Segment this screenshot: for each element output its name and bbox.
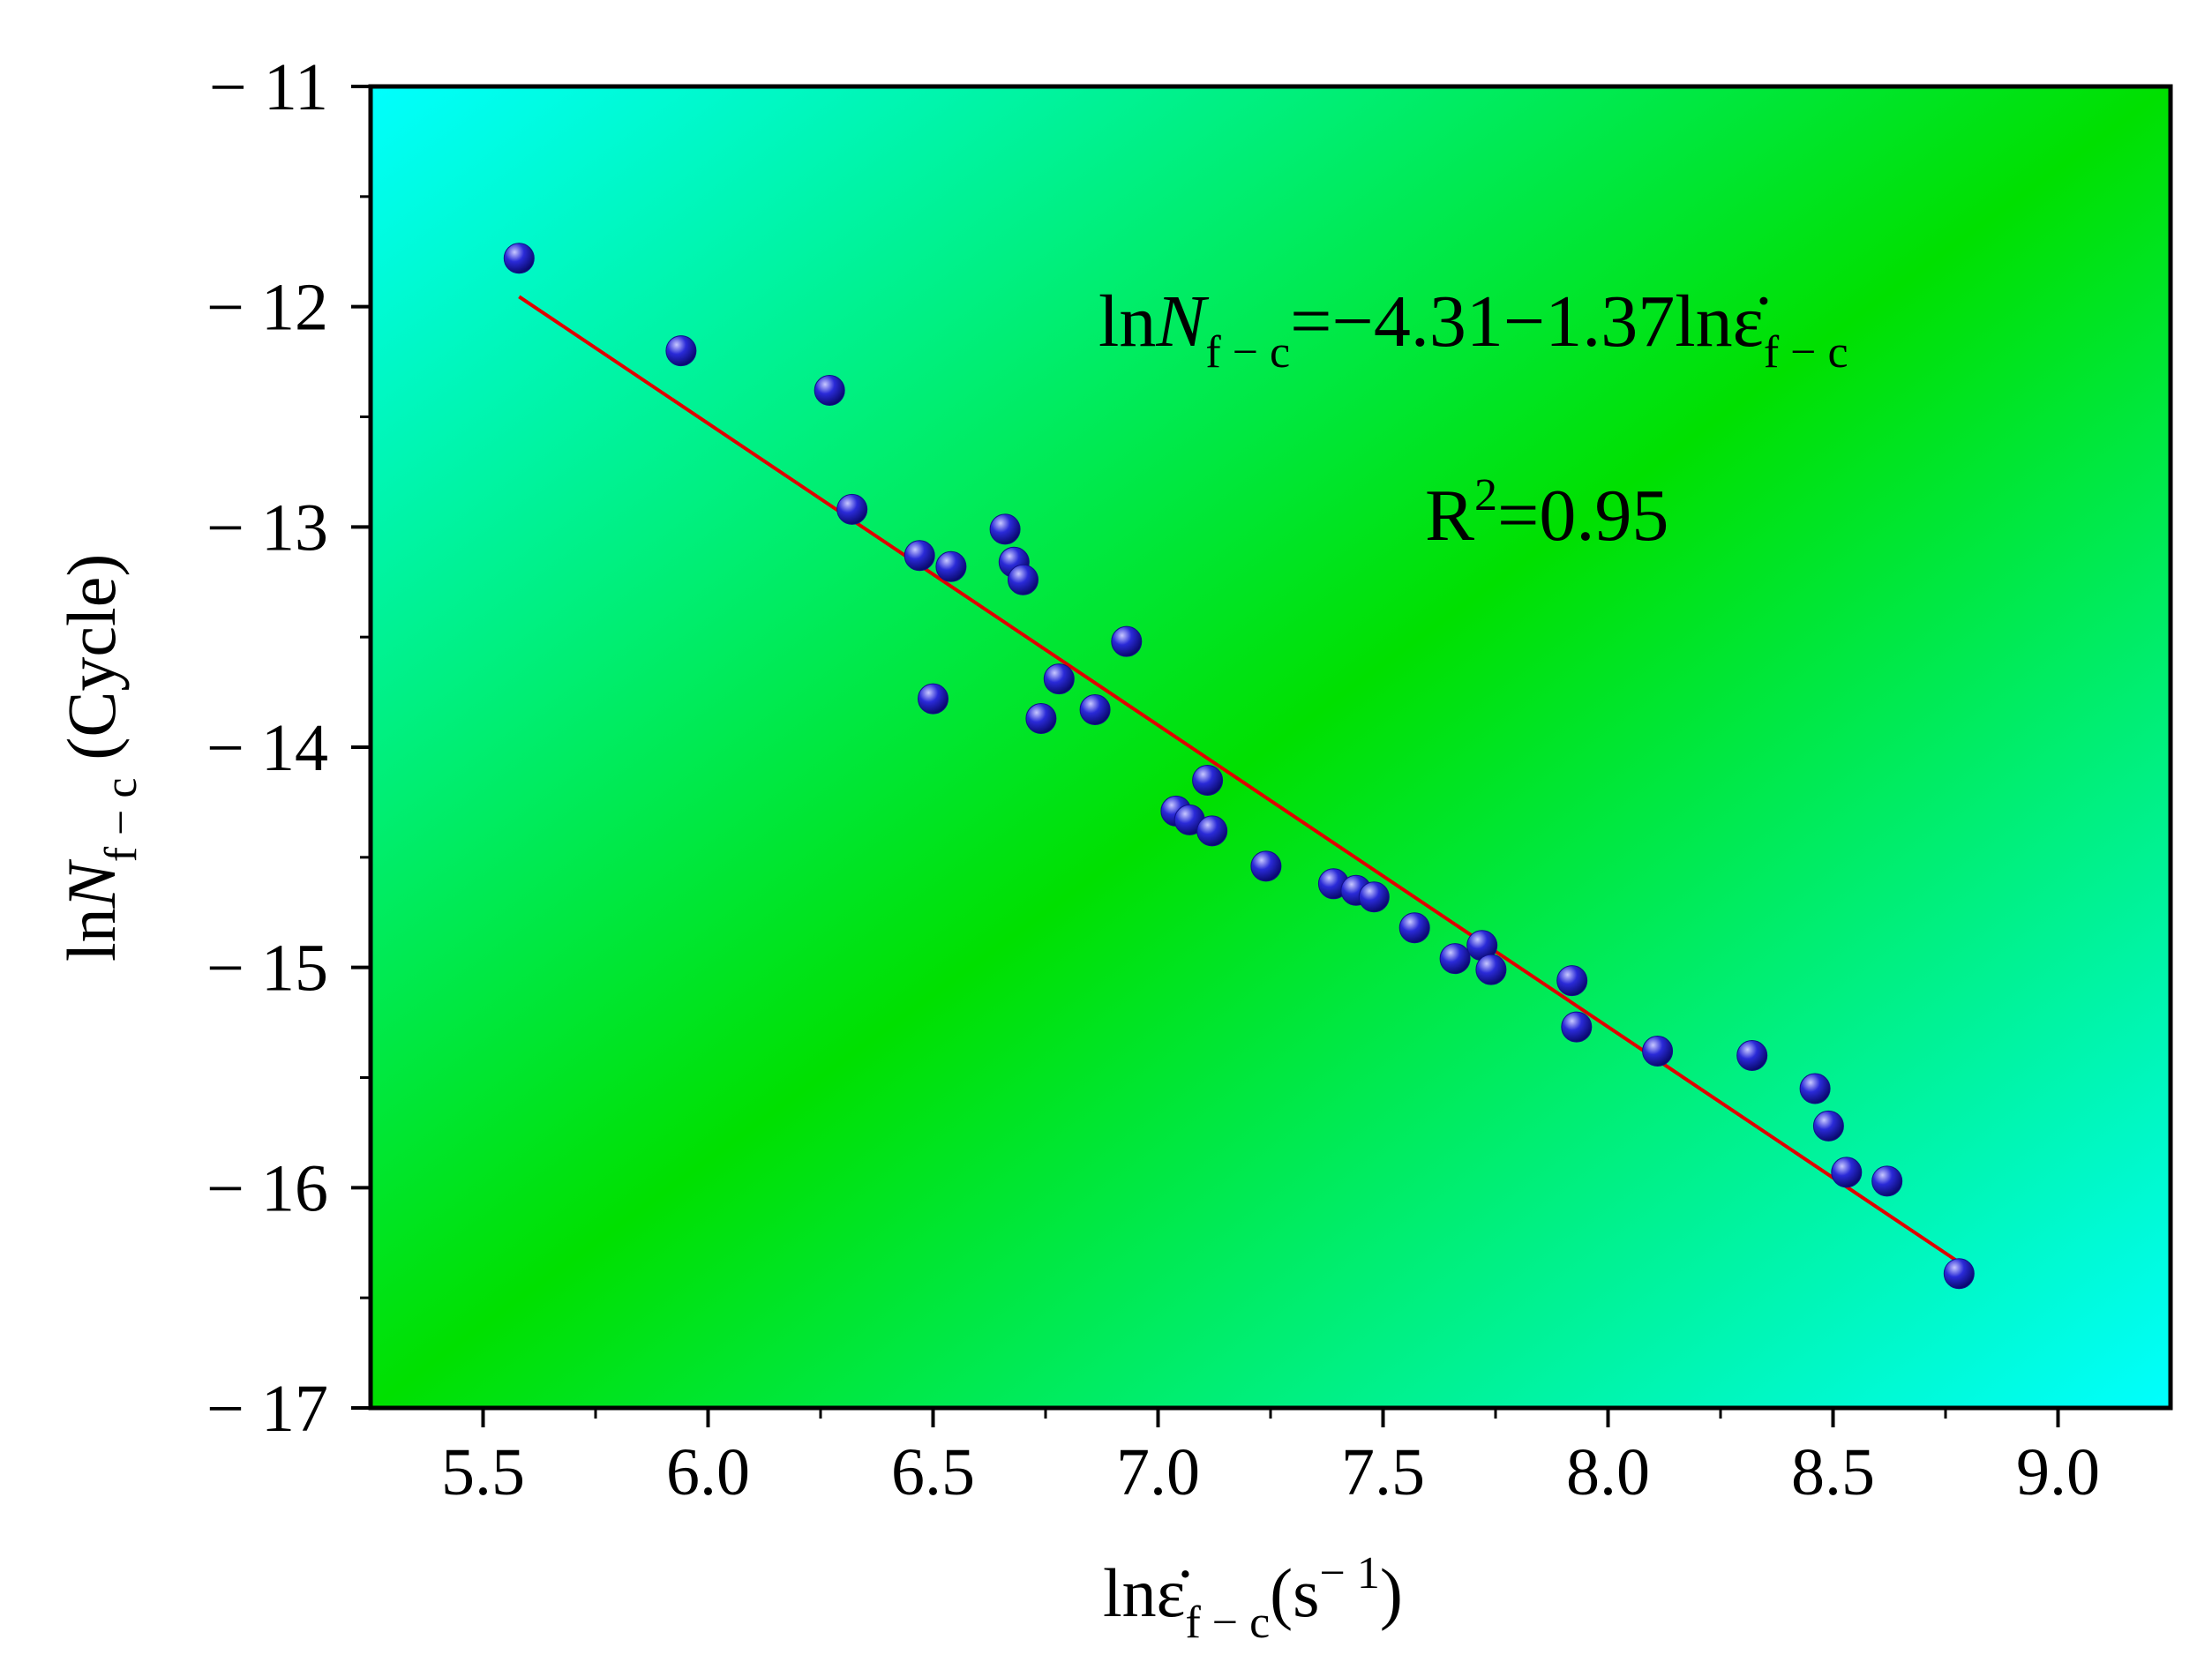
x-tick-label: 6.5 xyxy=(891,1435,975,1509)
x-tick-label: 8.0 xyxy=(1566,1435,1650,1509)
eq-ln: ln xyxy=(1099,281,1156,363)
data-point xyxy=(1736,1040,1768,1072)
eq-var: N xyxy=(1155,281,1209,363)
y-tick-label: − 12 xyxy=(206,271,328,345)
data-point xyxy=(1831,1157,1863,1188)
data-point xyxy=(1398,912,1430,944)
data-point xyxy=(989,513,1021,545)
data-point xyxy=(1642,1036,1674,1067)
data-point xyxy=(1561,1011,1593,1043)
y-tick-label: − 15 xyxy=(206,932,328,1006)
data-point xyxy=(1043,663,1075,695)
data-point xyxy=(935,550,967,582)
x-tick-label: 6.0 xyxy=(666,1435,750,1509)
xlabel-base: lnε̇ xyxy=(1103,1554,1189,1631)
eq-middle: =−4.31−1.37lnε̇ xyxy=(1290,281,1768,363)
x-axis-title: lnε̇f − c(s− 1) xyxy=(1103,1548,1403,1648)
data-point xyxy=(1196,815,1228,847)
data-point xyxy=(1871,1165,1903,1197)
x-tick-label: 7.5 xyxy=(1341,1435,1425,1509)
data-point xyxy=(904,540,935,572)
data-point xyxy=(918,683,949,715)
x-tick-label: 9.0 xyxy=(2016,1435,2100,1509)
data-point xyxy=(836,493,868,525)
data-point xyxy=(1475,954,1507,985)
x-tick-label: 7.0 xyxy=(1116,1435,1200,1509)
data-point xyxy=(1250,850,1282,882)
data-point xyxy=(814,375,845,407)
y-tick-label: − 17 xyxy=(206,1372,328,1446)
y-tick-label: − 13 xyxy=(206,490,328,565)
data-point xyxy=(1439,943,1471,975)
r2-base: R xyxy=(1425,475,1474,557)
data-point xyxy=(1799,1073,1831,1104)
plot-frame xyxy=(368,84,2173,1411)
data-point xyxy=(1008,564,1039,595)
fit-equation: lnNf − c=−4.31−1.37lnε̇f − c xyxy=(1099,281,1848,378)
xlabel-unit-close: ) xyxy=(1380,1554,1403,1631)
r2-rest: =0.95 xyxy=(1497,475,1668,557)
data-point xyxy=(503,243,535,274)
y-tick-label: − 16 xyxy=(206,1151,328,1225)
ylabel-sub: f − c xyxy=(96,778,146,863)
ylabel-unit: (Cycle) xyxy=(53,554,130,760)
data-point xyxy=(1025,703,1057,735)
plot-area xyxy=(371,86,2171,1408)
ylabel-base: ln xyxy=(53,908,130,962)
ylabel-var: N xyxy=(53,858,130,909)
data-points xyxy=(503,243,1975,1290)
data-point xyxy=(1192,764,1224,796)
xlabel-unit-open: (s xyxy=(1270,1554,1319,1631)
eq-lhs-sub: f − c xyxy=(1205,327,1290,378)
xlabel-unit-sup: − 1 xyxy=(1320,1548,1380,1598)
data-point xyxy=(1812,1110,1844,1142)
x-tick-labels: 5.5 6.0 6.5 7.0 7.5 8.0 8.5 9.0 xyxy=(441,1435,2100,1509)
eq-rhs-sub: f − c xyxy=(1764,327,1848,378)
y-tick-labels: − 11 − 12 − 13 − 14 − 15 − 16 − 17 xyxy=(206,50,328,1446)
data-point xyxy=(1556,965,1588,997)
y-tick-label: − 14 xyxy=(206,711,328,785)
data-point xyxy=(1111,625,1143,657)
data-point xyxy=(1358,881,1390,913)
r2-sup: 2 xyxy=(1474,470,1497,520)
data-point xyxy=(1943,1258,1975,1290)
data-point xyxy=(1079,694,1111,726)
xlabel-sub: f − c xyxy=(1185,1598,1270,1648)
r-squared: R2=0.95 xyxy=(1425,470,1668,557)
y-axis-title: lnNf − c (Cycle) xyxy=(53,554,146,962)
fit-line xyxy=(518,295,1961,1264)
x-tick-label: 5.5 xyxy=(441,1435,525,1509)
y-tick-label: − 11 xyxy=(209,50,328,124)
data-point xyxy=(665,335,697,367)
x-tick-label: 8.5 xyxy=(1791,1435,1875,1509)
